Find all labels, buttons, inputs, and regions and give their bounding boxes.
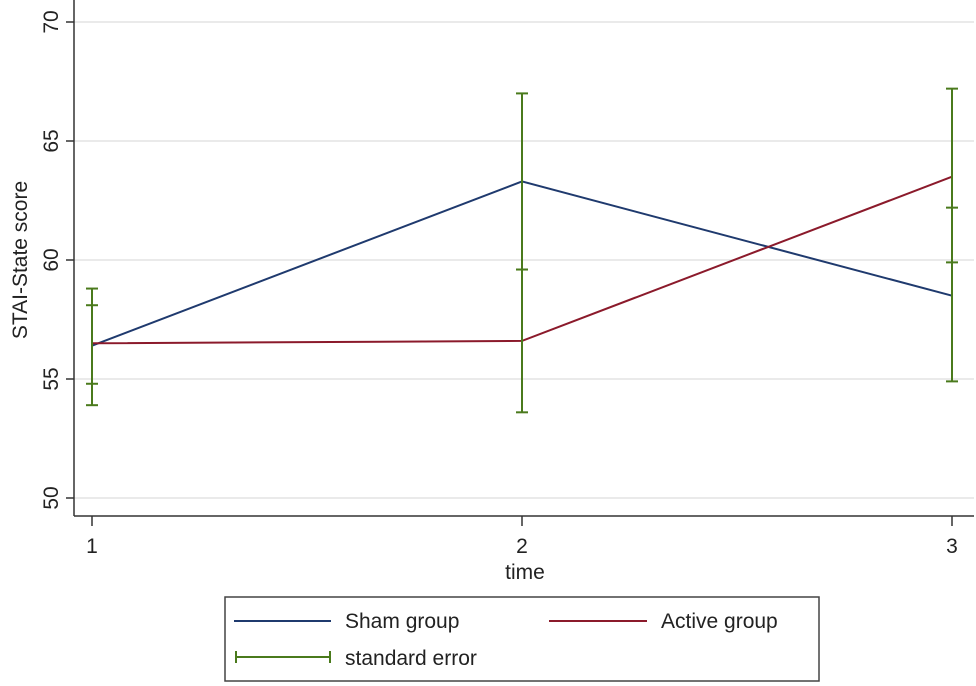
y-tick-label: 50 (40, 486, 63, 509)
legend-label-sham: Sham group (345, 610, 459, 633)
x-ticks: 1 2 3 (86, 516, 958, 558)
legend-label-active: Active group (661, 610, 778, 633)
x-axis-title: time (505, 561, 545, 584)
legend-swatch-error (235, 651, 331, 663)
y-tick-label: 65 (40, 129, 63, 152)
error-bar (946, 87, 958, 264)
error-bar (86, 304, 98, 385)
legend-label-error: standard error (345, 647, 477, 670)
y-axis-title: STAI-State score (9, 181, 32, 339)
error-bars (86, 87, 958, 414)
y-ticks: 50 55 60 65 70 (40, 10, 74, 510)
x-tick-label: 1 (86, 535, 98, 558)
y-tick-label: 70 (40, 10, 63, 33)
legend: Sham group Active group standard error (224, 596, 820, 682)
y-tick-label: 55 (40, 367, 63, 390)
y-tick-label: 60 (40, 248, 63, 271)
x-tick-label: 3 (946, 535, 958, 558)
gridlines (74, 21, 974, 499)
error-bar (516, 268, 528, 414)
x-tick-label: 2 (516, 535, 528, 558)
plot-area (74, 0, 974, 516)
legend-box (224, 596, 820, 682)
